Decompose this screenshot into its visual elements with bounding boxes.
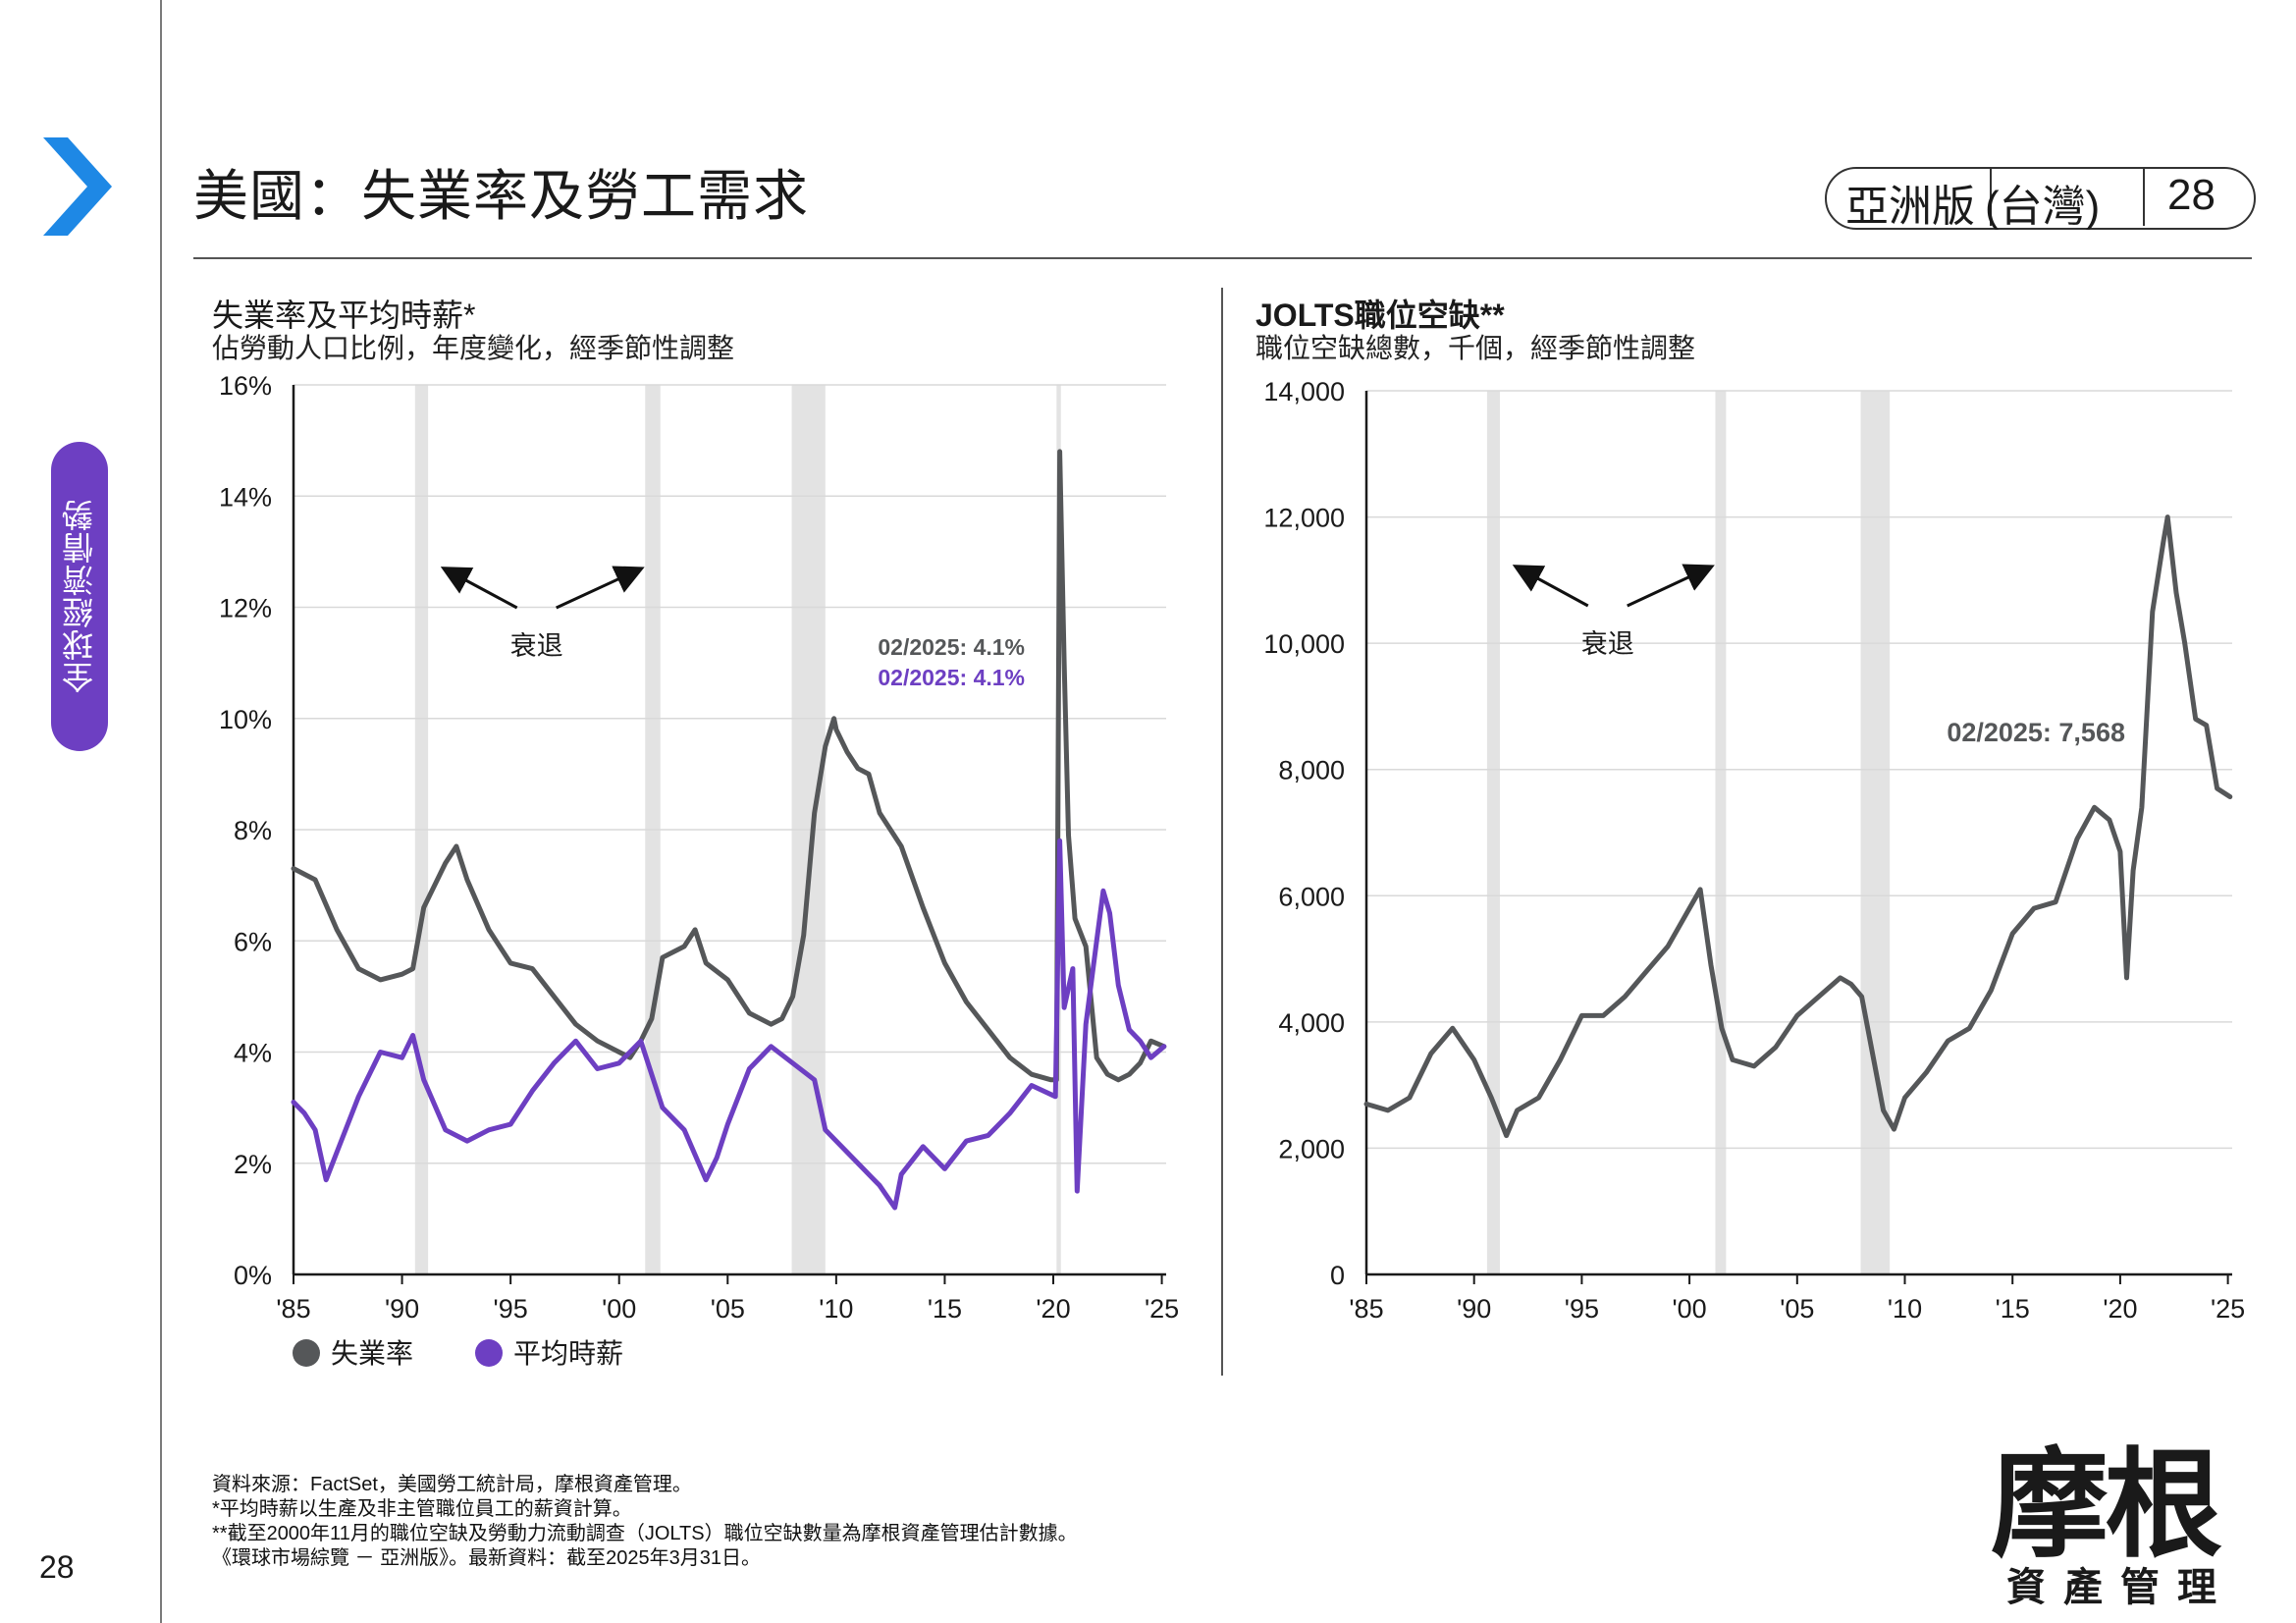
annotation-wages: 02/2025: 4.1% (878, 665, 1025, 690)
y-tick-label: 8,000 (1278, 756, 1345, 785)
annotation-jolts: 02/2025: 7,568 (1947, 718, 2125, 747)
left-chart-subtitle: 佔勞動人口比例，年度變化，經季節性調整 (212, 333, 735, 363)
chart-divider (1221, 288, 1223, 1376)
badge-divider (1990, 169, 1992, 226)
series-line-1 (1363, 514, 2233, 1139)
x-tick-label: '05 (711, 1294, 745, 1324)
edition-badge-region: (台灣) (1985, 183, 2101, 231)
x-tick-label: '20 (2103, 1294, 2137, 1324)
y-tick-label: 12,000 (1263, 504, 1345, 533)
right-chart-title: JOLTS職位空缺** (1255, 298, 1505, 333)
recession-bar (1715, 391, 1727, 1274)
edition-badge-label: 亞洲版 (1845, 183, 1975, 231)
x-tick-label: '95 (494, 1294, 528, 1324)
y-tick-label: 4% (234, 1039, 272, 1068)
right-chart-subtitle: 職位空缺總數，千個，經季節性調整 (1255, 333, 1696, 363)
x-tick-label: '15 (928, 1294, 962, 1324)
legend-swatch-wages (475, 1339, 503, 1367)
page-title: 美國：失業率及勞工需求 (193, 165, 809, 227)
recession-arrow (440, 567, 518, 610)
x-tick-label: '85 (276, 1294, 310, 1324)
x-tick-label: '10 (819, 1294, 853, 1324)
chevron-shape (43, 137, 112, 236)
footnote-source: 資料來源：FactSet，美國勞工統計局，摩根資產管理。 (212, 1474, 692, 1495)
x-tick-label: '15 (1996, 1294, 2030, 1324)
y-tick-label: 2% (234, 1150, 272, 1179)
annotation-unemployment: 02/2025: 4.1% (878, 634, 1025, 660)
series-line-2 (291, 838, 1167, 1211)
x-tick-label: '90 (385, 1294, 419, 1324)
recession-arrow (1512, 565, 1589, 608)
y-tick-label: 12% (219, 594, 272, 623)
y-tick-label: 10% (219, 705, 272, 734)
recession-bar (1860, 391, 1891, 1274)
legend-label-unemployment: 失業率 (331, 1338, 413, 1369)
header-rule (193, 257, 2252, 259)
recession-arrow (1627, 564, 1715, 608)
y-tick-label: 0 (1330, 1261, 1345, 1290)
y-tick-label: 14% (219, 482, 272, 512)
x-tick-label: '00 (1673, 1294, 1707, 1324)
footnote-publication: 《環球市場綜覽 － 亞洲版》。最新資料：截至2025年3月31日。 (212, 1547, 761, 1569)
edition-badge-page: 28 (2167, 171, 2216, 219)
logo-sub: 資產管理 (2006, 1566, 2234, 1609)
left-chart-title: 失業率及平均時薪* (212, 298, 476, 333)
y-tick-label: 6,000 (1278, 882, 1345, 911)
x-tick-label: '10 (1888, 1294, 1922, 1324)
footnotes: 資料來源：FactSet，美國勞工統計局，摩根資產管理。 *平均時薪以生產及非主… (212, 1473, 1078, 1571)
left-vertical-rule (160, 0, 162, 1623)
x-tick-label: '95 (1565, 1294, 1599, 1324)
badge-divider (2143, 169, 2145, 226)
x-tick-label: '00 (602, 1294, 636, 1324)
y-tick-label: 10,000 (1263, 629, 1345, 659)
x-tick-label: '25 (2211, 1294, 2245, 1324)
recession-label: 衰退 (510, 631, 563, 661)
y-tick-label: 2,000 (1278, 1134, 1345, 1163)
recession-label: 衰退 (1581, 629, 1634, 659)
y-tick-label: 16% (219, 371, 272, 401)
y-tick-label: 4,000 (1278, 1008, 1345, 1038)
footnote-wages: *平均時薪以生產及非主管職位員工的薪資計算。 (212, 1498, 632, 1520)
x-tick-label: '85 (1349, 1294, 1383, 1324)
x-tick-label: '20 (1036, 1294, 1070, 1324)
y-tick-label: 0% (234, 1261, 272, 1290)
page-number: 28 (39, 1549, 75, 1585)
series-line-1 (291, 449, 1167, 1083)
x-tick-label: '25 (1145, 1294, 1179, 1324)
y-tick-label: 8% (234, 816, 272, 845)
legend-swatch-unemployment (293, 1339, 320, 1367)
x-tick-label: '90 (1457, 1294, 1491, 1324)
x-tick-label: '05 (1780, 1294, 1814, 1324)
section-tab[interactable]: 全球經濟情勢 (51, 442, 108, 751)
y-tick-label: 6% (234, 927, 272, 956)
chevron-right-icon (43, 137, 112, 236)
legend-label-wages: 平均時薪 (513, 1338, 623, 1369)
footnote-jolts: **截至2000年11月的職位空缺及勞動力流動調查（JOLTS）職位空缺數量為摩… (212, 1523, 1078, 1544)
edition-badge (1825, 167, 2256, 230)
recession-bar (1486, 391, 1501, 1274)
recession-arrow (556, 566, 645, 610)
y-tick-label: 14,000 (1263, 377, 1345, 406)
logo-main: 摩根 (1991, 1435, 2222, 1574)
